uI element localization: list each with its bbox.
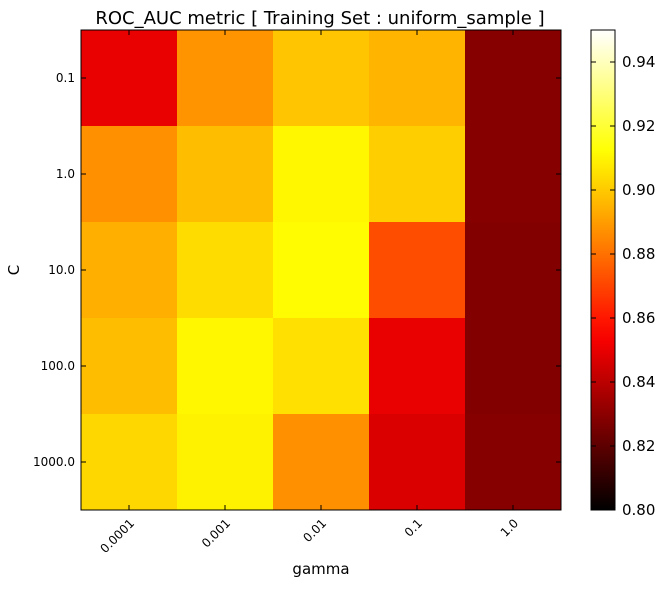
x-tick-label: 1.0 (498, 516, 521, 539)
heatmap-cell (177, 30, 274, 127)
colorbar-tick-label: 0.88 (622, 245, 655, 263)
y-tick-label: 100.0 (41, 359, 75, 373)
x-tick-label: 0.1 (402, 516, 425, 539)
chart-title: ROC_AUC metric [ Training Set : uniform_… (95, 8, 544, 29)
heatmap-cell (465, 126, 562, 223)
colorbar-tick-label: 0.82 (622, 437, 655, 455)
heatmap-cell (465, 30, 562, 127)
y-axis-label: C (5, 265, 23, 275)
heatmap-cell (369, 126, 466, 223)
y-tick-label: 10.0 (48, 263, 75, 277)
heatmap-cell (465, 318, 562, 415)
heatmap-cell (81, 30, 178, 127)
y-ticks: 0.1 1.0 10.0 100.0 1000.0 (33, 71, 561, 469)
y-tick-label: 1.0 (56, 167, 75, 181)
heatmap-cell (177, 318, 274, 415)
colorbar-tick-label: 0.86 (622, 309, 655, 327)
heatmap-cell (81, 318, 178, 415)
heatmap-cell (177, 414, 274, 511)
colorbar-tick-label: 0.90 (622, 181, 655, 199)
colorbar (590, 29, 616, 511)
colorbar-tick-label: 0.94 (622, 53, 655, 71)
heatmap-cell (465, 414, 562, 511)
heatmap-cell (177, 222, 274, 319)
x-tick-label: 0.0001 (98, 516, 138, 556)
y-tick-label: 1000.0 (33, 455, 75, 469)
heatmap-cell (273, 30, 370, 127)
x-axis-label: gamma (292, 560, 349, 578)
heatmap-cell (273, 222, 370, 319)
heatmap-cell (369, 222, 466, 319)
heatmap-cell (177, 126, 274, 223)
heatmap-cell (273, 126, 370, 223)
heatmap-cell (369, 414, 466, 511)
heatmap-cell (273, 414, 370, 511)
colorbar-tick-label: 0.92 (622, 117, 655, 135)
colorbar-ticks: 0.80 0.82 0.84 0.86 0.88 0.90 0.92 0.94 (591, 53, 655, 519)
heatmap-cell (465, 222, 562, 319)
heatmap-cell (81, 126, 178, 223)
x-tick-label: 0.001 (199, 516, 233, 550)
heatmap-cell (369, 318, 466, 415)
heatmap-cells (81, 30, 562, 511)
y-tick-label: 0.1 (56, 71, 75, 85)
heatmap-cell (81, 222, 178, 319)
heatmap-cell (81, 414, 178, 511)
colorbar-tick-label: 0.84 (622, 373, 655, 391)
heatmap-cell (273, 318, 370, 415)
x-tick-label: 0.01 (300, 516, 329, 545)
colorbar-tick-label: 0.80 (622, 501, 655, 519)
heatmap-cell (369, 30, 466, 127)
